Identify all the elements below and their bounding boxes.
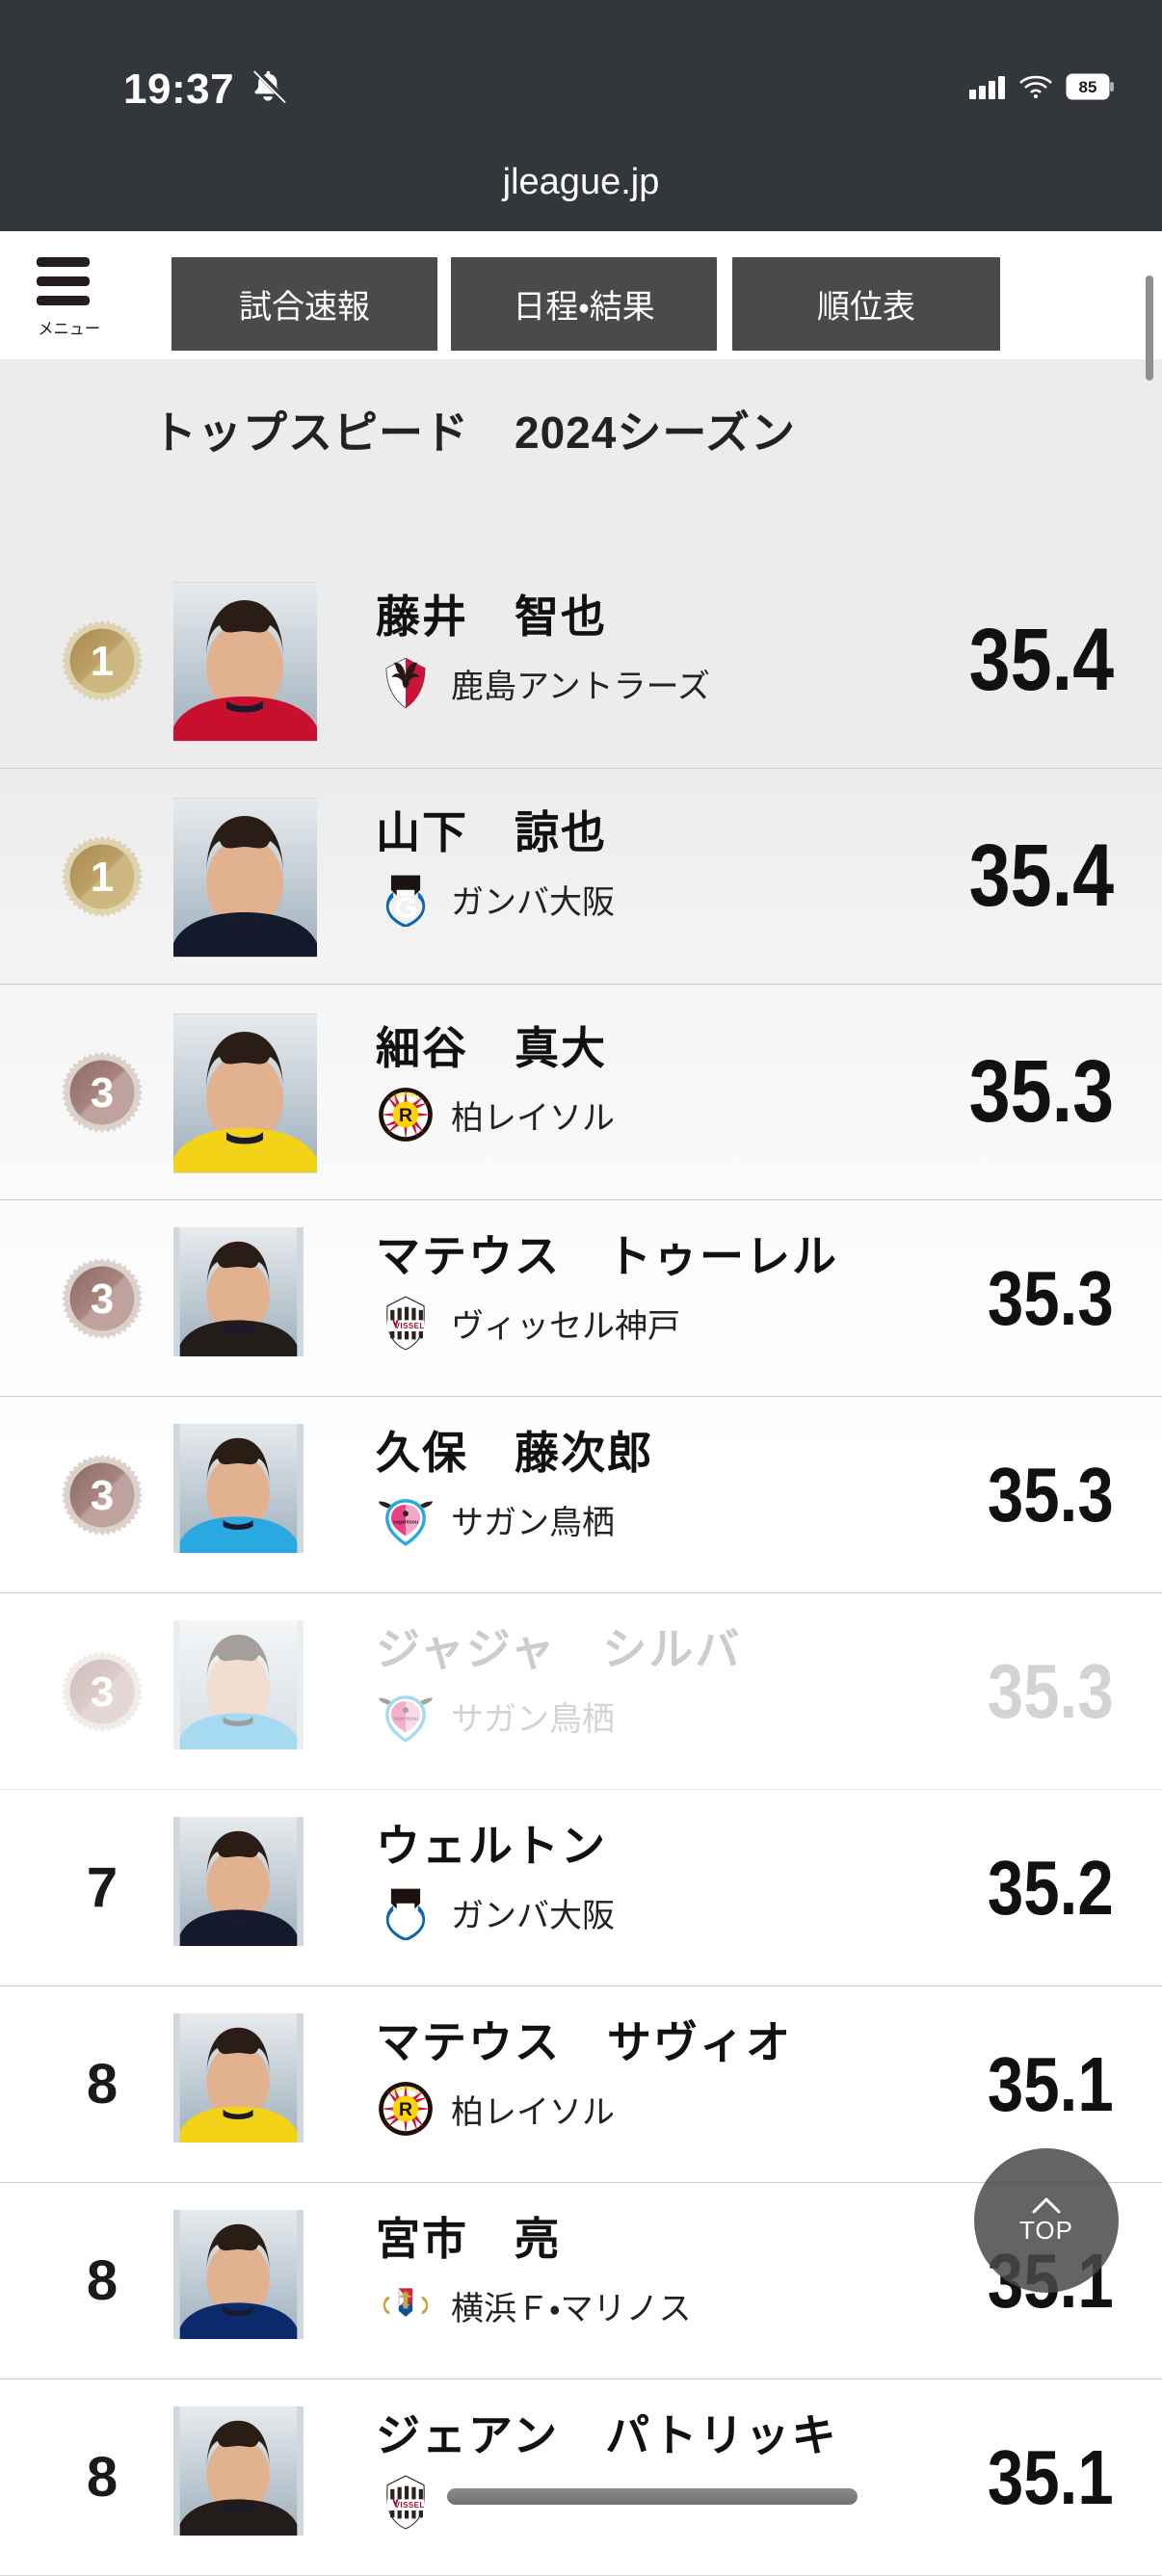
svg-text:85: 85 xyxy=(1079,78,1097,96)
